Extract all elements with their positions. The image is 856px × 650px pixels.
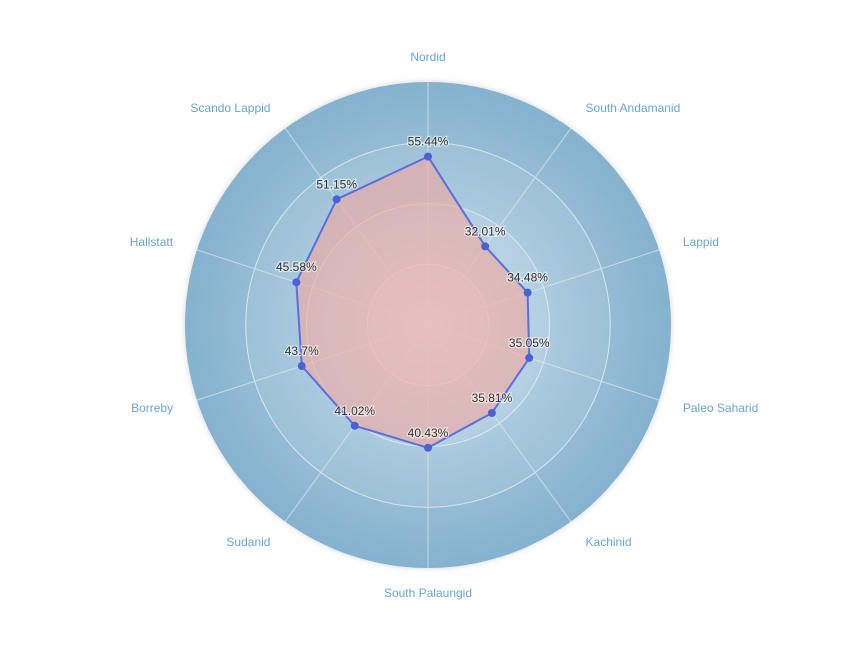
data-point[interactable] xyxy=(523,288,532,297)
data-point[interactable] xyxy=(292,278,301,287)
data-label: 32.01% xyxy=(465,224,506,238)
data-point[interactable] xyxy=(525,353,534,362)
axis-label: Kachinid xyxy=(586,535,632,549)
axis-label: Lappid xyxy=(683,235,719,249)
axis-label: South Andamanid xyxy=(586,101,681,115)
data-label: 35.81% xyxy=(472,391,513,405)
data-point[interactable] xyxy=(481,242,490,251)
data-point[interactable] xyxy=(487,408,496,417)
data-point[interactable] xyxy=(350,421,359,430)
data-label: 51.15% xyxy=(316,177,357,191)
radar-data-labels: 55.44% 32.01% 34.48% 35.05% 35.81% 40.43% 41.0… xyxy=(275,133,551,441)
axis-label: Paleo Saharid xyxy=(683,401,758,415)
axis-label: Nordid xyxy=(410,50,445,64)
data-point[interactable] xyxy=(424,443,432,452)
radar-series xyxy=(292,152,534,452)
data-label: 40.43% xyxy=(408,426,449,440)
data-point[interactable] xyxy=(424,152,432,161)
axis-label: Sudanid xyxy=(226,535,270,549)
data-point[interactable] xyxy=(332,195,341,204)
axis-label: Scando Lappid xyxy=(190,101,270,115)
data-label: 55.44% xyxy=(408,135,449,149)
radar-axis-labels: Nordid South Andamanid Lappid Paleo Saharid… xyxy=(130,50,759,600)
data-label: 41.02% xyxy=(334,404,375,418)
data-point[interactable] xyxy=(297,362,306,371)
axis-label: South Palaungid xyxy=(384,586,472,600)
data-label: 34.48% xyxy=(507,271,548,285)
data-label: 43.7% xyxy=(285,344,319,358)
axis-label: Borreby xyxy=(131,401,173,415)
data-label: 45.58% xyxy=(276,260,317,274)
axis-label: Hallstatt xyxy=(130,235,174,249)
data-label: 35.05% xyxy=(509,336,550,350)
